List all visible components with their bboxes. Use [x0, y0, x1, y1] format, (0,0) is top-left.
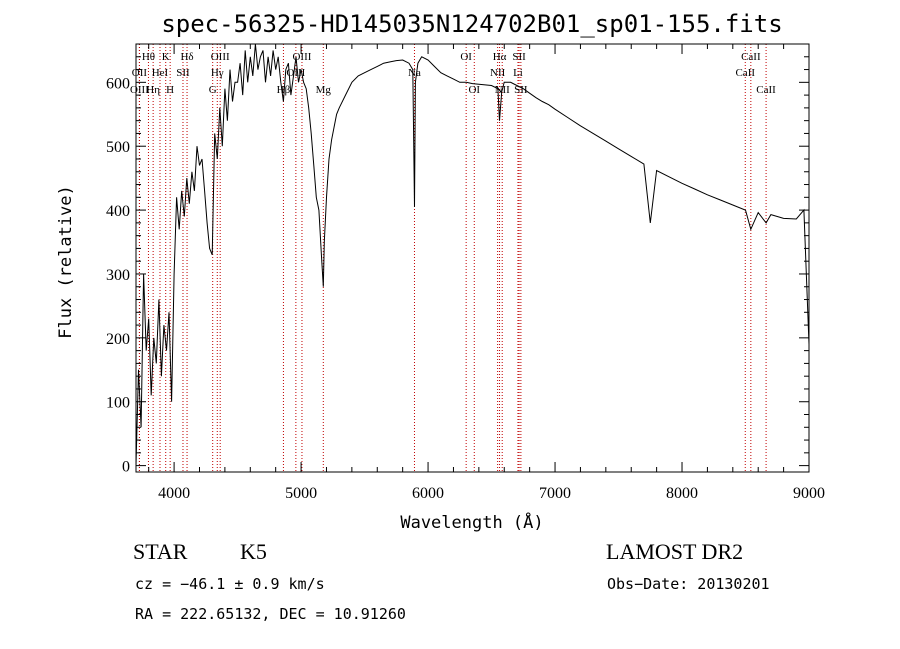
spectral-line-label: OIII: [211, 51, 230, 63]
spectral-line-label: CaII: [735, 67, 755, 79]
y-tick-label: 100: [106, 395, 130, 412]
spectral-line-label: Hγ: [211, 67, 224, 79]
x-tick-label: 8000: [666, 485, 698, 502]
y-axis: 0 100 200 300 400 500 600: [106, 56, 809, 476]
spectral-line-label: HeI: [152, 67, 169, 79]
object-class: STAR: [133, 539, 188, 564]
spectral-line-markers: [138, 44, 767, 472]
spectral-line-label: CaII: [741, 51, 761, 63]
y-tick-label: 200: [106, 331, 130, 348]
spectral-line-label: H: [166, 84, 174, 96]
spectral-line-label: SII: [512, 51, 526, 63]
spectral-line-label: K: [162, 51, 170, 63]
spectral-line-label: Hθ: [142, 51, 155, 63]
spectral-line-label: Hη: [146, 84, 160, 96]
plot-frame: [135, 43, 810, 473]
spectral-line-label: SII: [514, 84, 528, 96]
spectral-subclass: K5: [240, 539, 267, 564]
spectral-line-label: OIII: [130, 84, 149, 96]
x-tick-label: 9000: [793, 485, 825, 502]
x-tick-label: 4000: [158, 485, 190, 502]
survey-name: LAMOST DR2: [606, 539, 743, 564]
spectral-line-label: SII: [176, 67, 190, 79]
spectral-line-label: Hα: [493, 51, 507, 63]
spectral-line-label: OIII: [292, 51, 311, 63]
spectral-line-label: CaII: [756, 84, 776, 96]
spectral-line-label: OI: [460, 51, 472, 63]
chart-title: spec-56325-HD145035N124702B01_sp01-155.f…: [161, 10, 782, 38]
x-tick-label: 7000: [539, 485, 571, 502]
y-tick-label: 300: [106, 267, 130, 284]
spectral-line-label: Hβ: [277, 84, 291, 96]
y-tick-label: 400: [106, 203, 130, 220]
coordinates: RA = 222.65132, DEC = 10.91260: [135, 605, 406, 623]
spectral-line-label: Na: [408, 67, 421, 79]
spectrum-series: [135, 43, 810, 466]
redshift-velocity: cz = −46.1 ± 0.9 km/s: [135, 575, 325, 593]
x-axis-label: Wavelength (Å): [400, 511, 543, 533]
x-axis: 4000 5000 6000 7000 8000 9000: [148, 44, 825, 502]
y-tick-label: 600: [106, 75, 130, 92]
spectral-line-label: NII: [490, 67, 506, 79]
spectral-line-label: Li: [513, 67, 523, 79]
y-axis-label: Flux (relative): [56, 185, 76, 339]
observation-date: Obs−Date: 20130201: [607, 575, 770, 593]
spectral-line-label: Mg: [316, 84, 332, 96]
x-tick-label: 5000: [285, 485, 317, 502]
y-tick-label: 0: [122, 459, 130, 476]
spectral-line-label: OII: [132, 67, 148, 79]
spectral-line-label: Hδ: [180, 51, 193, 63]
spectral-line-label: G: [209, 84, 217, 96]
y-tick-label: 500: [106, 139, 130, 156]
x-tick-label: 6000: [412, 485, 444, 502]
spectral-line-label: OI: [468, 84, 480, 96]
